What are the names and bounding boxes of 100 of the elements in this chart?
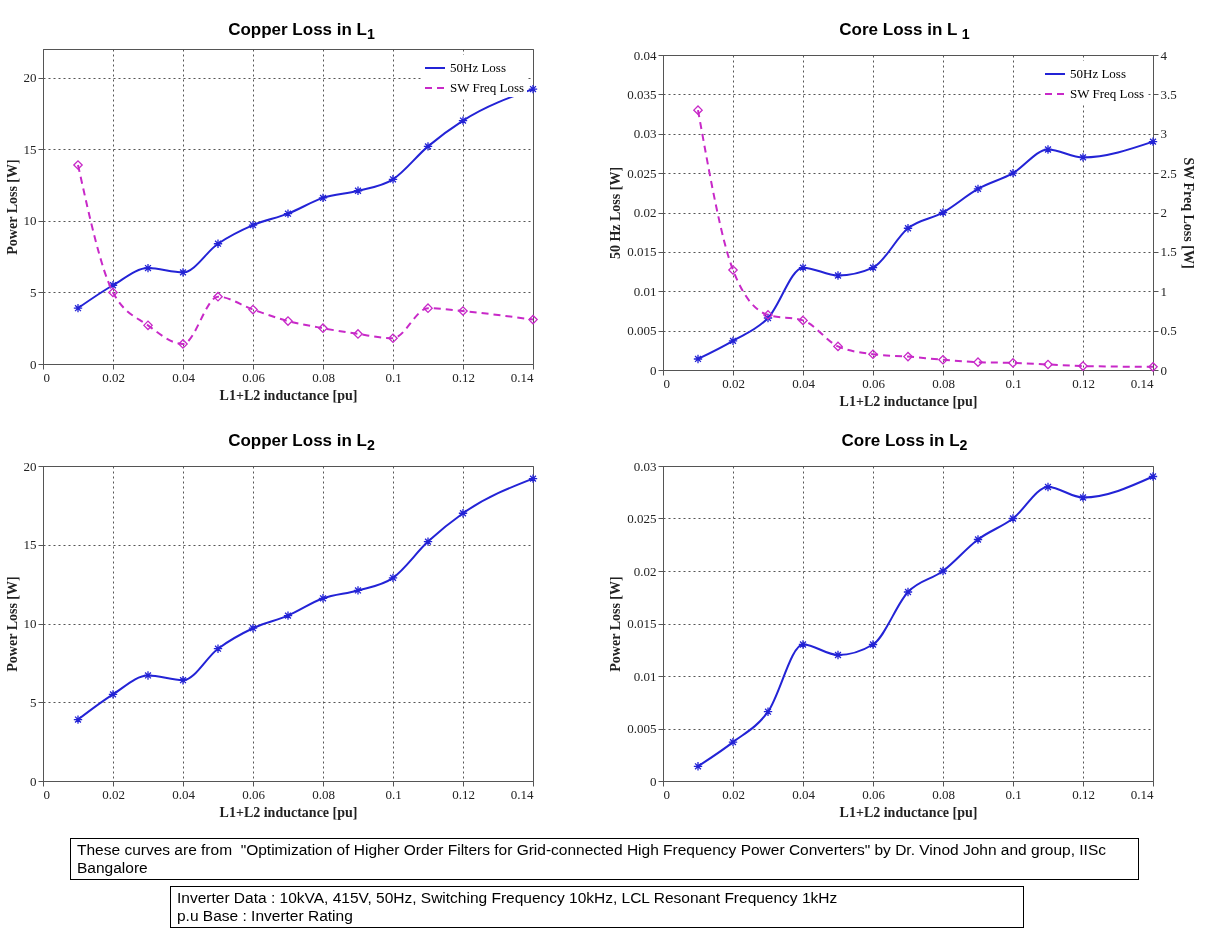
point — [528, 473, 538, 484]
point — [458, 508, 468, 519]
y-tick-label: 0 — [30, 773, 37, 789]
point — [353, 185, 363, 196]
point — [318, 323, 328, 334]
y2-tick-label: 2 — [1160, 205, 1167, 220]
x-tick-label: 0.02 — [722, 786, 745, 802]
point — [938, 207, 948, 218]
point — [1148, 136, 1158, 147]
x-tick-label: 0 — [43, 369, 50, 385]
point — [73, 714, 83, 725]
y-tick-label: 0.01 — [633, 668, 657, 684]
x-axis-title: L1+L2 inductance [pu] — [219, 804, 358, 820]
x-tick-label: 0.04 — [172, 369, 196, 385]
x-axis-title: L1+L2 inductance [pu] — [839, 804, 978, 820]
text: These curves are from "Optimization of Higher Order Filters for Grid-connected High Frequency Power Converters" by Dr. Vinod John and group, IISc Bangalore — [70, 838, 1139, 880]
y-tick-label: 0 — [650, 773, 657, 789]
y-axis-title: Power Loss [W] — [4, 159, 20, 255]
point — [143, 670, 153, 681]
x-tick-label: 0.08 — [932, 786, 955, 802]
point — [903, 351, 913, 362]
text: Inverter Data : 10kVA, 415V, 50Hz, Switching Frequency 10kHz, LCL Resonant Frequency 1kHz p.u Base : Inverter Rating — [170, 886, 1024, 928]
point — [973, 534, 983, 545]
point — [1078, 361, 1088, 371]
point — [528, 314, 538, 325]
y2-tick-label: 1.5 — [1160, 244, 1177, 260]
point — [763, 706, 773, 717]
y2-axis-title: SW Freq Loss [W] — [1180, 157, 1196, 269]
x-tick-label: 0.06 — [862, 786, 886, 802]
point — [248, 220, 258, 230]
chart-title: Core Loss in L $_{1}$ — [838, 19, 971, 44]
y2-tick-label: 3 — [1160, 126, 1167, 142]
point — [213, 291, 223, 302]
y-tick-label: 20 — [23, 70, 37, 86]
point — [423, 303, 433, 313]
y-tick-label: 5 — [30, 284, 37, 300]
point — [728, 737, 738, 747]
point — [178, 267, 188, 278]
x-tick-label: 0.12 — [452, 786, 475, 802]
point — [693, 105, 703, 115]
point — [318, 193, 328, 203]
y-tick-label: 0.025 — [627, 165, 657, 181]
y2-tick-label: 4 — [1160, 47, 1168, 63]
x-tick-label: 0.12 — [1072, 786, 1095, 802]
y-tick-label: 0.02 — [633, 563, 657, 579]
x-axis-title: L1+L2 inductance [pu] — [219, 387, 358, 403]
point — [728, 265, 738, 275]
y-tick-label: 15 — [23, 537, 37, 553]
point — [528, 84, 538, 94]
point — [353, 329, 363, 339]
legend-label: SW Freq Loss — [450, 80, 525, 95]
y-tick-label: 0 — [30, 356, 37, 372]
point — [108, 287, 118, 298]
y-tick-label: 0.005 — [627, 323, 657, 339]
point — [423, 536, 433, 547]
point — [388, 174, 398, 185]
point — [1148, 362, 1158, 372]
point — [73, 303, 83, 313]
y-tick-label: 0.015 — [627, 244, 657, 260]
point — [1078, 492, 1088, 503]
legend-label: 50Hz Loss — [450, 60, 506, 75]
point — [973, 184, 983, 194]
x-tick-label: 0.14 — [1130, 786, 1154, 802]
chart-title: Core Loss in L$_{2}$ — [840, 430, 969, 455]
point — [143, 320, 153, 331]
point — [938, 566, 948, 576]
point — [73, 160, 83, 170]
point — [903, 223, 913, 234]
x-tick-label: 0.14 — [510, 369, 534, 385]
point — [868, 349, 878, 360]
point — [1008, 513, 1018, 524]
y-tick-label: 0.03 — [633, 126, 657, 142]
y-tick-label: 10 — [23, 213, 37, 229]
y-tick-label: 0.005 — [627, 721, 657, 736]
x-tick-label: 0.12 — [452, 369, 475, 385]
point — [353, 585, 363, 596]
point — [693, 354, 703, 364]
point — [108, 280, 118, 291]
point — [1148, 471, 1158, 482]
y-axis-title: 50 Hz Loss [W] — [608, 166, 624, 260]
y-tick-label: 0.04 — [633, 47, 657, 63]
x-tick-label: 0.02 — [102, 369, 125, 385]
point — [458, 115, 468, 126]
y-tick-label: 0.02 — [633, 205, 657, 220]
y2-tick-label: 3.5 — [1160, 86, 1177, 102]
y-axis-title: Power Loss [W] — [4, 576, 20, 672]
x-tick-label: 0 — [663, 786, 670, 802]
y-tick-label: 0.03 — [633, 458, 657, 474]
x-tick-label: 0.02 — [722, 375, 745, 391]
x-tick-label: 0 — [43, 786, 50, 802]
x-tick-label: 0.14 — [510, 786, 534, 802]
point — [178, 339, 188, 349]
x-tick-label: 0 — [663, 375, 670, 391]
point — [283, 208, 293, 219]
point — [1008, 168, 1018, 178]
point — [458, 306, 468, 316]
point — [283, 610, 293, 621]
legend-label: 50Hz Loss — [1070, 66, 1126, 81]
x-tick-label: 0.08 — [932, 375, 955, 391]
point — [728, 336, 738, 346]
